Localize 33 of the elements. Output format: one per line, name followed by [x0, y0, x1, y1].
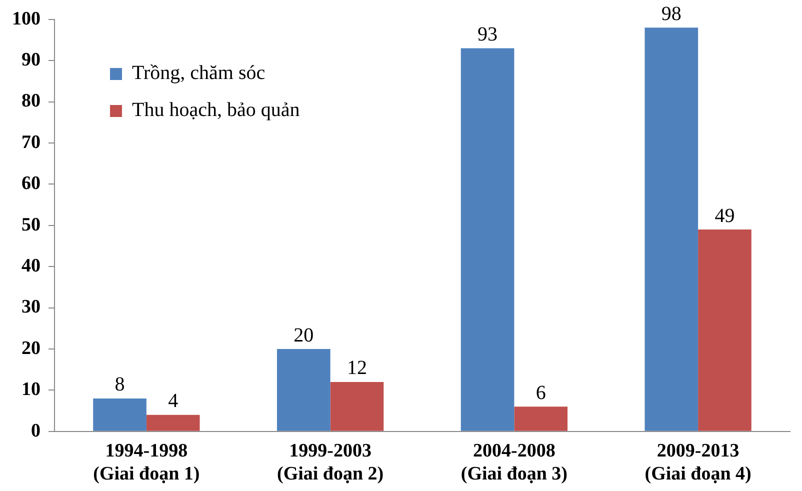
- bar: [146, 414, 200, 431]
- y-tick-label: 60: [22, 173, 40, 194]
- bar: [93, 398, 146, 431]
- y-tick-label: 100: [12, 8, 40, 30]
- bar: [460, 48, 514, 431]
- x-tick-label: 2004-2008 (Giai đoạn 3): [460, 440, 568, 485]
- data-label: 6: [536, 382, 546, 404]
- y-tick-label: 10: [22, 379, 40, 400]
- y-tick-label: 0: [31, 420, 40, 442]
- legend-label: Trồng, chăm sóc: [132, 62, 266, 85]
- x-tick-label: 1994-1998 (Giai đoạn 1): [93, 440, 200, 485]
- y-tick-label: 80: [22, 90, 40, 112]
- data-label: 4: [168, 390, 178, 412]
- legend-label: Thu hoạch, bảo quản: [132, 99, 300, 122]
- y-tick-label: 40: [22, 256, 40, 277]
- y-tick-label: 20: [22, 338, 40, 359]
- data-label: 8: [114, 374, 125, 396]
- y-tick-label: 70: [22, 132, 40, 153]
- y-tick-label: 90: [22, 50, 40, 71]
- bar: [514, 406, 568, 431]
- data-label: 12: [346, 357, 367, 380]
- x-tick-label: 2009-2013 (Giai đoạn 4): [644, 440, 752, 485]
- x-tick-label: 1999-2003 (Giai đoạn 2): [277, 440, 384, 485]
- y-tick-label: 50: [22, 214, 40, 236]
- data-label: 93: [478, 23, 498, 46]
- y-tick-label: 30: [22, 296, 40, 318]
- data-label: 98: [661, 2, 682, 25]
- bar: [276, 349, 330, 431]
- bar: [330, 382, 384, 431]
- bar: [644, 28, 698, 431]
- data-label: 20: [294, 324, 314, 346]
- data-label: 49: [714, 204, 735, 227]
- bar: [698, 230, 752, 431]
